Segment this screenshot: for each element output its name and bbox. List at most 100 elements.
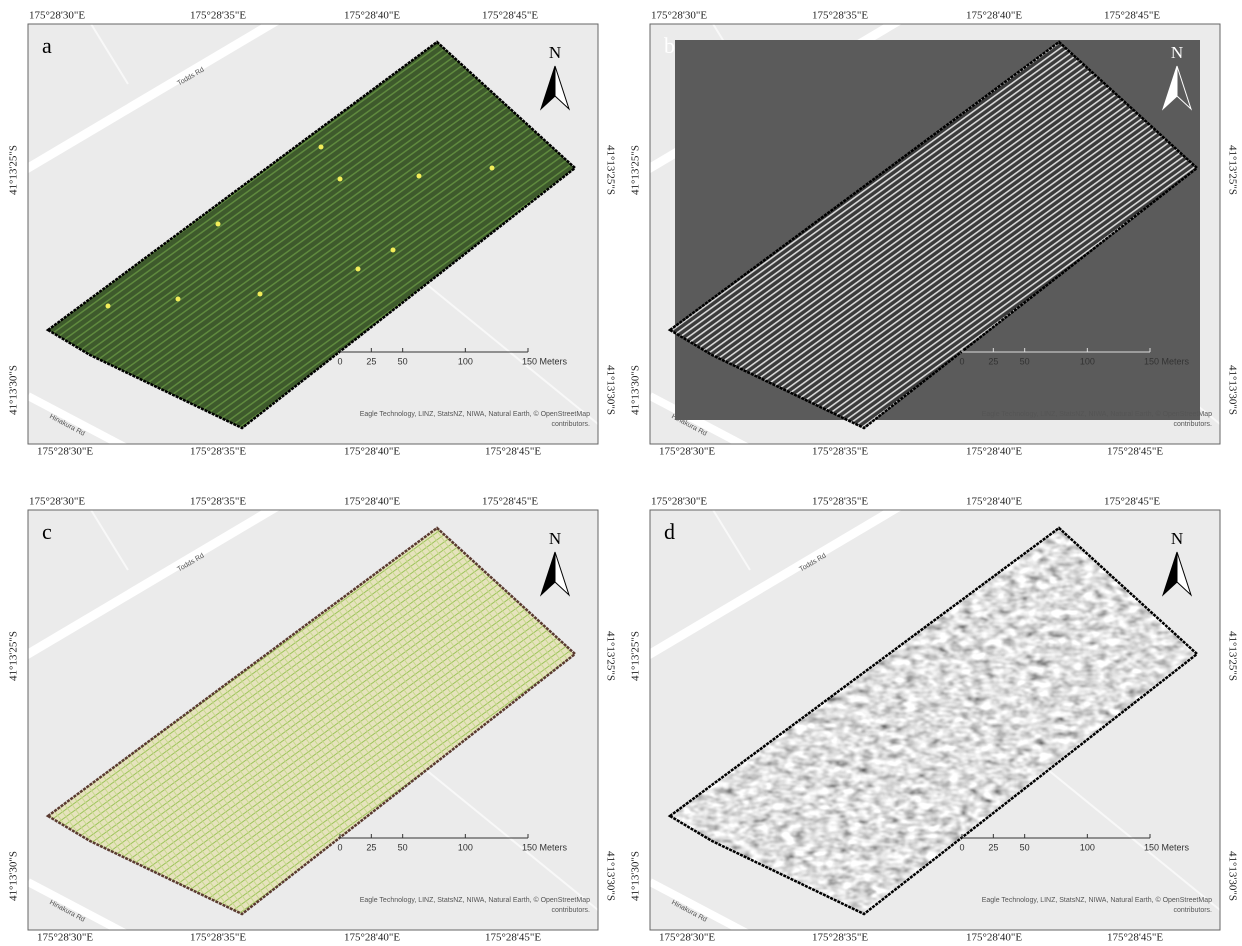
north-label: N	[549, 529, 561, 548]
north-label: N	[1171, 43, 1183, 62]
left-coordinate: 41°13'30"S	[630, 365, 642, 415]
left-coordinate: 41°13'25"S	[630, 145, 642, 195]
sample-point	[356, 267, 361, 272]
panel-label: d	[664, 519, 675, 544]
panel-label: c	[42, 519, 52, 544]
scale-label: 25	[988, 356, 998, 366]
bottom-coordinate: 175°28'35"E	[812, 446, 868, 458]
right-coordinate: 41°13'30"S	[604, 365, 616, 415]
sample-point	[319, 145, 324, 150]
sample-point	[490, 166, 495, 171]
north-label: N	[549, 43, 561, 62]
right-coordinate: 41°13'30"S	[604, 851, 616, 901]
bottom-coordinate: 175°28'30"E	[37, 446, 93, 458]
bottom-coordinate: 175°28'40"E	[344, 446, 400, 458]
scale-label: 150 Meters	[522, 842, 568, 852]
bottom-coordinate: 175°28'35"E	[190, 446, 246, 458]
scale-label: 50	[1020, 842, 1030, 852]
left-coordinate: 41°13'30"S	[8, 851, 20, 901]
sample-point	[338, 177, 343, 182]
bottom-coordinate: 175°28'35"E	[812, 932, 868, 944]
bottom-coordinate: 175°28'45"E	[1107, 932, 1163, 944]
attribution: Eagle Technology, LINZ, StatsNZ, NIWA, N…	[360, 896, 590, 904]
top-coordinate: 175°28'35"E	[190, 496, 246, 508]
top-coordinate: 175°28'40"E	[966, 496, 1022, 508]
top-coordinate: 175°28'45"E	[482, 10, 538, 22]
scale-label: 25	[366, 842, 376, 852]
scale-label: 0	[959, 356, 964, 366]
bottom-coordinate: 175°28'40"E	[966, 446, 1022, 458]
sample-point	[216, 222, 221, 227]
panel-label: a	[42, 33, 52, 58]
scale-label: 150 Meters	[1144, 842, 1190, 852]
top-coordinate: 175°28'30"E	[29, 496, 85, 508]
bottom-coordinate: 175°28'35"E	[190, 932, 246, 944]
top-coordinate: 175°28'30"E	[651, 10, 707, 22]
top-coordinate: 175°28'35"E	[190, 10, 246, 22]
bottom-coordinate: 175°28'45"E	[485, 932, 541, 944]
bottom-coordinate: 175°28'30"E	[659, 446, 715, 458]
scale-label: 150 Meters	[522, 356, 568, 366]
scale-label: 0	[337, 356, 342, 366]
top-coordinate: 175°28'35"E	[812, 496, 868, 508]
bottom-coordinate: 175°28'40"E	[344, 932, 400, 944]
attribution: contributors.	[1173, 907, 1212, 914]
top-coordinate: 175°28'40"E	[344, 10, 400, 22]
attribution: contributors.	[1173, 421, 1212, 428]
right-coordinate: 41°13'25"S	[1226, 145, 1238, 195]
bottom-coordinate: 175°28'45"E	[485, 446, 541, 458]
attribution: contributors.	[551, 907, 590, 914]
panel-label: b	[664, 33, 675, 58]
right-coordinate: 41°13'30"S	[1226, 365, 1238, 415]
sample-point	[417, 174, 422, 179]
scale-label: 150 Meters	[1144, 356, 1190, 366]
figure: Todds RdHinakura RdaN02550100150 MetersE…	[0, 0, 1242, 946]
attribution: contributors.	[551, 421, 590, 428]
scale-label: 100	[1080, 842, 1095, 852]
bottom-coordinate: 175°28'30"E	[659, 932, 715, 944]
bottom-coordinate: 175°28'40"E	[966, 932, 1022, 944]
scale-label: 0	[959, 842, 964, 852]
sample-point	[176, 297, 181, 302]
top-coordinate: 175°28'40"E	[966, 10, 1022, 22]
top-coordinate: 175°28'35"E	[812, 10, 868, 22]
top-coordinate: 175°28'30"E	[651, 496, 707, 508]
bottom-coordinate: 175°28'45"E	[1107, 446, 1163, 458]
top-coordinate: 175°28'40"E	[344, 496, 400, 508]
top-coordinate: 175°28'30"E	[29, 10, 85, 22]
left-coordinate: 41°13'30"S	[8, 365, 20, 415]
scale-label: 0	[337, 842, 342, 852]
left-coordinate: 41°13'25"S	[8, 145, 20, 195]
scale-label: 50	[398, 356, 408, 366]
sample-point	[258, 292, 263, 297]
map-panel: Todds RdHinakura RdbN02550100150 MetersE…	[630, 10, 1239, 458]
sample-point	[106, 304, 111, 309]
scale-label: 50	[398, 842, 408, 852]
scale-label: 100	[458, 356, 473, 366]
right-coordinate: 41°13'25"S	[604, 631, 616, 681]
north-label: N	[1171, 529, 1183, 548]
sample-point	[391, 248, 396, 253]
scale-label: 25	[988, 842, 998, 852]
left-coordinate: 41°13'25"S	[8, 631, 20, 681]
top-coordinate: 175°28'45"E	[1104, 496, 1160, 508]
scale-label: 100	[458, 842, 473, 852]
top-coordinate: 175°28'45"E	[1104, 10, 1160, 22]
top-coordinate: 175°28'45"E	[482, 496, 538, 508]
scale-label: 25	[366, 356, 376, 366]
right-coordinate: 41°13'25"S	[1226, 631, 1238, 681]
right-coordinate: 41°13'25"S	[604, 145, 616, 195]
left-coordinate: 41°13'30"S	[630, 851, 642, 901]
right-coordinate: 41°13'30"S	[1226, 851, 1238, 901]
attribution: Eagle Technology, LINZ, StatsNZ, NIWA, N…	[982, 410, 1212, 418]
scale-label: 100	[1080, 356, 1095, 366]
attribution: Eagle Technology, LINZ, StatsNZ, NIWA, N…	[360, 410, 590, 418]
bottom-coordinate: 175°28'30"E	[37, 932, 93, 944]
